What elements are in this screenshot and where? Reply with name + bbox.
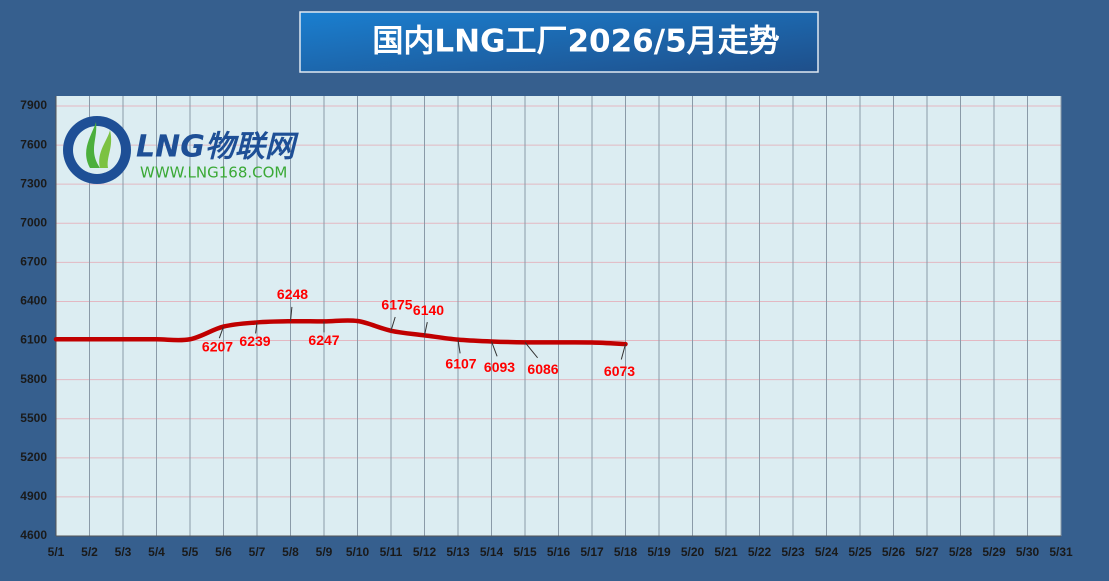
y-tick-label: 6100 [20, 333, 47, 347]
x-tick-label: 5/28 [949, 545, 973, 559]
data-label: 6239 [239, 333, 270, 349]
data-label: 6073 [604, 363, 635, 379]
data-label: 6140 [413, 302, 444, 318]
x-tick-label: 5/16 [547, 545, 571, 559]
data-label: 6248 [277, 286, 308, 302]
leader-line [255, 322, 258, 334]
chart-title: 国内LNG工厂2026/5月走势 [372, 24, 779, 60]
x-tick-label: 5/1 [48, 545, 65, 559]
logo-url: WWW.LNG168.COM [140, 164, 287, 182]
x-tick-label: 5/7 [249, 545, 266, 559]
y-tick-label: 7300 [20, 176, 47, 190]
data-label: 6093 [484, 359, 515, 375]
x-tick-label: 5/12 [413, 545, 437, 559]
x-tick-label: 5/5 [182, 545, 199, 559]
x-tick-label: 5/14 [480, 545, 504, 559]
x-tick-label: 5/22 [748, 545, 772, 559]
y-tick-label: 5800 [20, 372, 47, 386]
logo-flame [86, 122, 100, 168]
data-label: 6107 [445, 355, 476, 371]
leader-line [524, 342, 538, 359]
x-tick-label: 5/24 [815, 545, 839, 559]
data-label: 6086 [527, 361, 558, 377]
leader-line [218, 326, 224, 339]
y-tick-label: 4900 [20, 489, 47, 503]
x-tick-label: 5/11 [380, 545, 403, 559]
y-tick-label: 7600 [20, 137, 47, 151]
leader-line [457, 339, 461, 354]
y-tick-label: 7000 [20, 215, 47, 229]
data-label: 6175 [381, 296, 412, 312]
x-tick-label: 5/23 [781, 545, 805, 559]
x-tick-label: 5/25 [848, 545, 872, 559]
x-tick-label: 5/15 [513, 545, 537, 559]
y-tick-label: 6700 [20, 255, 47, 269]
x-tick-label: 5/29 [982, 545, 1006, 559]
leader-line [491, 341, 498, 357]
x-tick-label: 5/18 [614, 545, 638, 559]
data-label: 6247 [308, 332, 339, 348]
x-tick-label: 5/26 [882, 545, 906, 559]
x-tick-label: 5/6 [215, 545, 232, 559]
y-tick-label: 5200 [20, 450, 47, 464]
x-tick-label: 5/31 [1049, 545, 1073, 559]
data-label: 6207 [202, 338, 233, 354]
x-tick-label: 5/10 [346, 545, 370, 559]
x-tick-label: 5/30 [1016, 545, 1040, 559]
logo-text: LNG物联网 [136, 130, 299, 165]
series-line [53, 318, 628, 347]
grid [55, 96, 1062, 537]
x-tick-label: 5/27 [915, 545, 939, 559]
y-tick-label: 5500 [20, 411, 47, 425]
x-tick-label: 5/19 [647, 545, 671, 559]
x-tick-label: 5/2 [81, 545, 98, 559]
x-tick-label: 5/9 [316, 545, 333, 559]
x-tick-label: 5/8 [282, 545, 299, 559]
x-tick-label: 5/20 [681, 545, 705, 559]
leader-line [390, 316, 396, 331]
leader-line [290, 306, 293, 322]
x-tick-label: 5/3 [115, 545, 132, 559]
leader-line [424, 322, 428, 336]
y-tick-label: 4600 [20, 528, 47, 542]
y-tick-label: 6400 [20, 294, 47, 308]
x-tick-label: 5/21 [714, 545, 738, 559]
leader-line [620, 343, 626, 360]
y-tick-label: 7900 [20, 98, 47, 112]
title-box [299, 11, 819, 73]
x-tick-label: 5/4 [148, 545, 165, 559]
x-tick-label: 5/13 [446, 545, 470, 559]
marks: 6207 6239 6248 6247 6175 6140 6107 6093 6086 6073 [53, 286, 635, 379]
logo: LNG物联网 WWW.LNG168.COM [63, 116, 299, 184]
logo-flame [99, 130, 112, 168]
x-tick-label: 5/17 [580, 545, 604, 559]
